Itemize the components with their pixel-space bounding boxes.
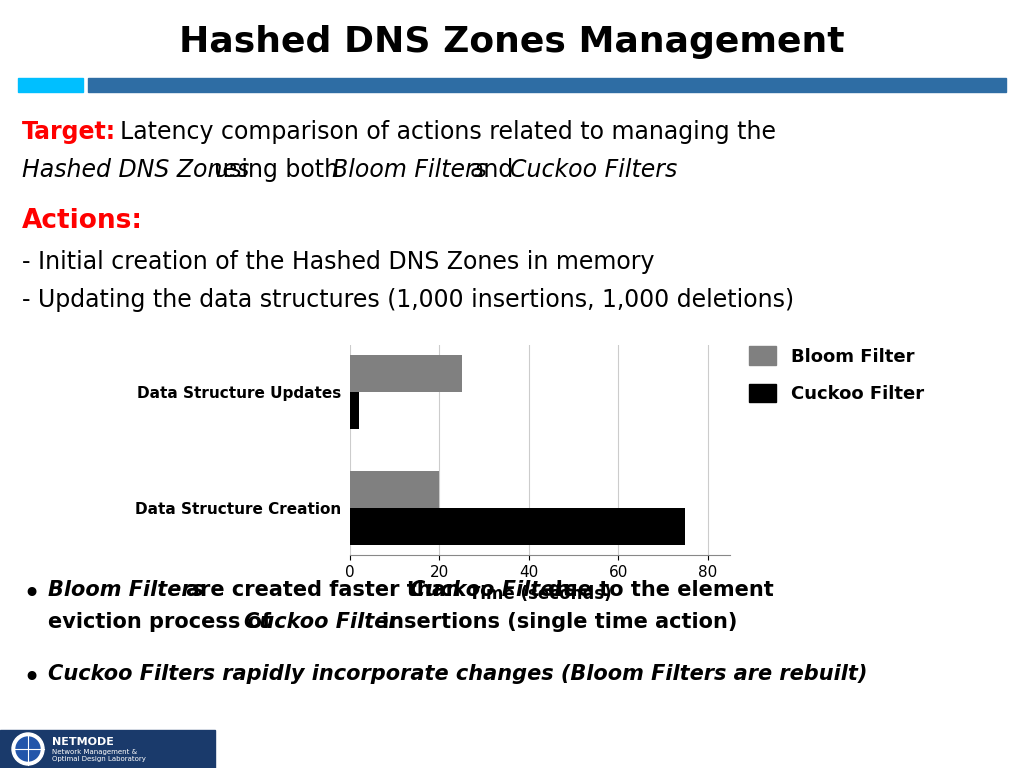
Legend: Bloom Filter, Cuckoo Filter: Bloom Filter, Cuckoo Filter <box>750 346 924 403</box>
Text: are created faster than: are created faster than <box>186 580 461 600</box>
Bar <box>350 508 685 545</box>
Text: due to the element: due to the element <box>548 580 774 600</box>
Bar <box>350 471 439 508</box>
Text: Bloom Filters: Bloom Filters <box>332 158 487 182</box>
Text: - Initial creation of the Hashed DNS Zones in memory: - Initial creation of the Hashed DNS Zon… <box>22 250 654 274</box>
Text: •: • <box>22 580 40 609</box>
Text: •: • <box>22 664 40 693</box>
Text: NETMODE: NETMODE <box>52 737 114 747</box>
Bar <box>0 730 215 768</box>
Bar <box>350 355 462 392</box>
Text: eviction process of: eviction process of <box>48 612 271 632</box>
Text: Bloom Filters: Bloom Filters <box>48 580 204 600</box>
Bar <box>88 78 1006 92</box>
Text: Cuckoo Filters: Cuckoo Filters <box>410 580 577 600</box>
Text: Target:: Target: <box>22 120 116 144</box>
Text: insertions (single time action): insertions (single time action) <box>382 612 737 632</box>
Circle shape <box>16 737 40 761</box>
Text: Actions:: Actions: <box>22 208 143 234</box>
Bar <box>350 392 359 429</box>
X-axis label: Time (seconds): Time (seconds) <box>469 585 611 604</box>
Text: Hashed DNS Zones: Hashed DNS Zones <box>22 158 249 182</box>
Text: using both: using both <box>214 158 339 182</box>
Text: Hashed DNS Zones Management: Hashed DNS Zones Management <box>179 25 845 59</box>
Text: and: and <box>470 158 514 182</box>
Text: Cuckoo Filter: Cuckoo Filter <box>244 612 398 632</box>
Text: Cuckoo Filters: Cuckoo Filters <box>510 158 677 182</box>
Bar <box>18 78 83 92</box>
Text: Network Management &
Optimal Design Laboratory: Network Management & Optimal Design Labo… <box>52 749 145 762</box>
Circle shape <box>12 733 44 765</box>
Text: - Updating the data structures (1,000 insertions, 1,000 deletions): - Updating the data structures (1,000 in… <box>22 288 795 312</box>
Text: Latency comparison of actions related to managing the: Latency comparison of actions related to… <box>120 120 776 144</box>
Text: Cuckoo Filters rapidly incorporate changes (Bloom Filters are rebuilt): Cuckoo Filters rapidly incorporate chang… <box>48 664 867 684</box>
